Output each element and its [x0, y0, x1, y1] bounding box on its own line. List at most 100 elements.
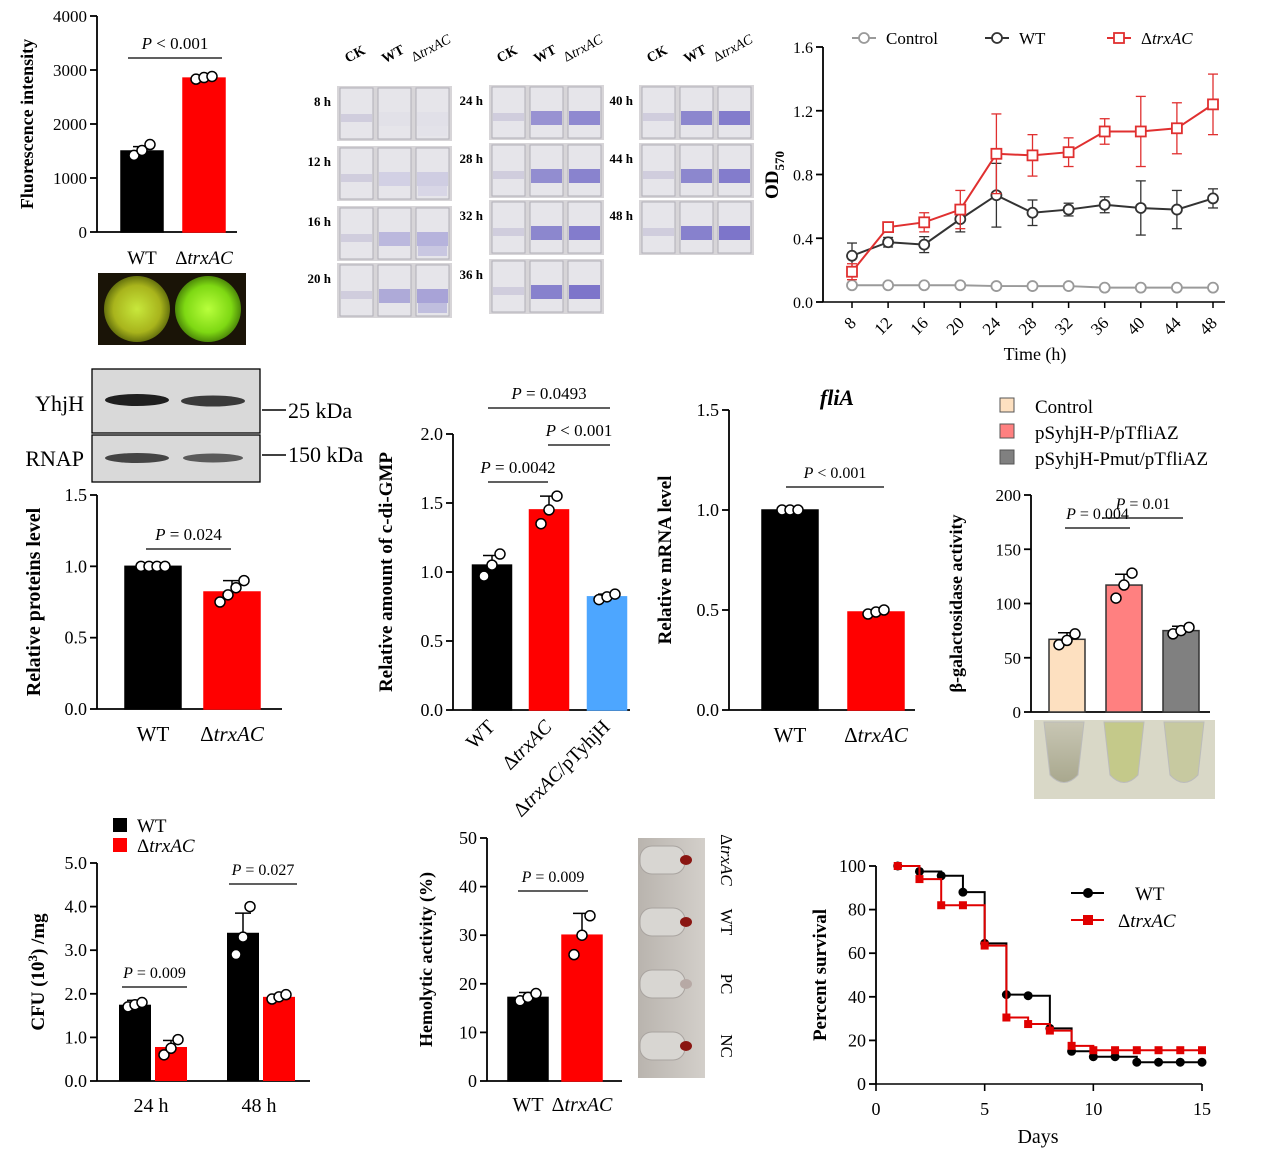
y-tick-label: 0.0: [421, 700, 444, 720]
plate-header: CK: [645, 43, 671, 66]
y-tick-label: 1.6: [793, 40, 813, 57]
biofilm-band: [681, 226, 712, 240]
bar-2: [586, 596, 628, 711]
hemolysis-tubes-photo: ΔtrxAC WT PC NC: [638, 834, 736, 1078]
data-marker: [1026, 280, 1039, 292]
data-marker: [1132, 1057, 1142, 1067]
bar-1-1: [263, 996, 295, 1081]
legend-swatch: [113, 838, 127, 852]
biofilm-bottom: [418, 246, 447, 256]
data-marker: [1026, 206, 1039, 219]
biofilm-band: [417, 289, 448, 303]
data-point: [530, 987, 542, 1000]
data-point: [792, 504, 804, 516]
tube-body: [639, 969, 686, 999]
x-tick-label: 24: [979, 313, 1005, 339]
y-tick-label: 150: [996, 540, 1022, 559]
biofilm-band: [341, 234, 372, 242]
y-tick-label: 1000: [53, 169, 87, 188]
plate-well: [377, 264, 412, 317]
legend-swatch: [999, 423, 1015, 439]
biofilm-band: [569, 285, 600, 299]
bar-0: [124, 565, 182, 710]
y-tick-label: 0.0: [65, 699, 88, 719]
legend-label: pSyhjH-Pmut/pTfliAZ: [1035, 449, 1208, 470]
p-value-label: P = 0.004: [1065, 506, 1129, 523]
biofilm-band: [531, 226, 562, 240]
y-tick-label: 200: [996, 486, 1022, 505]
data-marker: [918, 216, 931, 229]
x-tick-label: 36: [1087, 313, 1112, 338]
x-tick-label: 44: [1159, 313, 1185, 339]
plate-well: [339, 87, 374, 140]
plate-header: WT: [532, 42, 560, 67]
plate-time-label: 8 h: [314, 94, 332, 109]
biofilm-bottom: [418, 186, 447, 196]
data-point: [543, 504, 555, 516]
data-marker: [1154, 1057, 1164, 1067]
data-point: [1110, 592, 1122, 604]
bar-2: [1162, 629, 1200, 713]
biofilm-band: [493, 113, 524, 121]
blot-label-yhjh: YhjH: [35, 391, 84, 416]
biofilm-band: [341, 174, 372, 182]
bar-1: [182, 77, 226, 233]
biofilm-band: [341, 114, 372, 122]
y-tick-label: 40: [848, 987, 866, 1007]
chart-od570: 0.0 0.4 0.8 1.2 1.6 8 12 16 20 24 28 32 36 40 44 48 Cont…: [762, 29, 1225, 365]
y-axis-label: Relative mRNA level: [655, 476, 676, 645]
plate-well: [491, 260, 526, 313]
data-point: [1118, 579, 1130, 591]
data-marker: [936, 871, 946, 881]
biofilm-band: [569, 111, 600, 125]
plate-time-label: 36 h: [460, 267, 484, 282]
y-tick-label: 1.0: [697, 500, 720, 520]
data-marker: [1089, 1046, 1098, 1055]
tube-pellet: [680, 855, 692, 865]
x-tick-label: 5: [980, 1099, 989, 1119]
legend-label: WT: [1135, 884, 1165, 905]
plate-time-label: 48 h: [610, 208, 634, 223]
y-tick-label: 10: [459, 1022, 477, 1042]
x-tick-label: 10: [1084, 1099, 1102, 1119]
p-value-label: P = 0.009: [122, 965, 186, 982]
biofilm-band: [417, 172, 448, 186]
biofilm-band: [681, 111, 712, 125]
y-tick-label: 0.5: [421, 631, 444, 651]
data-point: [214, 596, 226, 608]
data-point: [568, 948, 580, 961]
chart-cdigmp: 0.00.51.01.52.0WTΔtrxACΔtrxAC/pTyhjHRela…: [376, 384, 630, 821]
western-blot: [91, 368, 286, 483]
data-marker: [1171, 122, 1183, 135]
y-tick-label: 50: [459, 828, 477, 848]
biofilm-band: [493, 228, 524, 236]
biofilm-band: [379, 289, 410, 303]
data-point: [244, 900, 256, 913]
y-tick-label: 0.8: [793, 168, 813, 185]
biofilm-band: [341, 291, 372, 299]
plate-time-label: 12 h: [308, 154, 332, 169]
data-point: [172, 1033, 184, 1046]
data-marker: [882, 221, 894, 233]
bar-0: [1048, 638, 1086, 713]
data-marker: [1088, 1052, 1098, 1062]
x-tick-label: 16: [907, 313, 932, 338]
data-point: [136, 144, 148, 157]
y-axis-label: Relative proteins level: [23, 507, 45, 696]
legend-marker: [858, 32, 870, 44]
biofilm-band: [379, 172, 410, 186]
data-marker: [1110, 1052, 1120, 1062]
plate-well: [415, 87, 450, 140]
series-line-2: [851, 103, 1214, 273]
data-point: [1126, 567, 1138, 579]
y-axis-label-main: OD: [762, 171, 783, 200]
y-axis-label: Relative amount of c-di-GMP: [376, 452, 397, 692]
data-marker: [1045, 1026, 1054, 1035]
biofilm-band: [379, 232, 410, 246]
biofilm-band: [531, 111, 562, 125]
x-tick-label: ΔtrxAC: [200, 722, 265, 746]
y-axis-label-tail: ) /mg: [28, 913, 49, 955]
p-value-label: P = 0.009: [521, 869, 585, 886]
legend-label: ΔtrxAC: [1141, 29, 1193, 48]
y-tick-label: 1.0: [65, 556, 88, 576]
